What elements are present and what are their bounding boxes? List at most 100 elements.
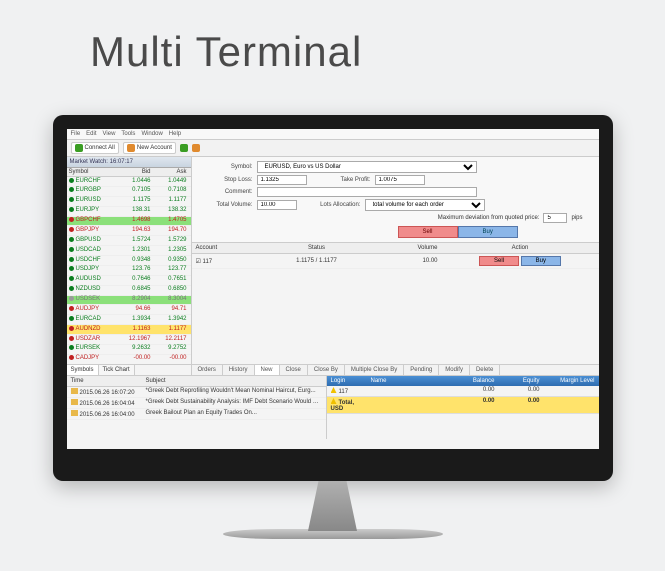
menu-bar: File Edit View Tools Window Help	[67, 129, 599, 140]
col-symbol[interactable]: Symbol	[67, 168, 117, 176]
tab-new[interactable]: New	[255, 365, 280, 375]
symbol-select[interactable]: EURUSD, Euro vs US Dollar	[257, 161, 477, 173]
col-balance[interactable]: Balance	[454, 376, 499, 386]
col-login[interactable]: Login	[327, 376, 367, 386]
lots-select[interactable]: total volume for each order	[365, 199, 485, 211]
account-row[interactable]: 1170.000.00	[327, 386, 599, 397]
menu-edit[interactable]: Edit	[86, 131, 96, 137]
tab-pending[interactable]: Pending	[404, 365, 439, 375]
row-sell-button[interactable]: Sell	[479, 256, 519, 266]
col-margin-level[interactable]: Margin Level	[544, 376, 599, 386]
mw-row-cadjpy[interactable]: CADJPY-00.00-00.00	[67, 355, 191, 364]
col-time[interactable]: Time	[67, 376, 142, 386]
tab-orders[interactable]: Orders	[192, 365, 223, 375]
row-status: 1.1175 / 1.1177	[252, 256, 382, 266]
sell-button[interactable]: Sell	[398, 226, 458, 238]
tab-close[interactable]: Close	[280, 365, 308, 375]
accounts-order-head: Account Status Volume Action	[192, 242, 599, 254]
toolbar-icon-1[interactable]	[180, 144, 188, 152]
mw-row-eursek[interactable]: EURSEK9.26329.2752	[67, 345, 191, 355]
accounts-order-row[interactable]: ☑ 117 1.1175 / 1.1177 10.00 Sell Buy	[192, 254, 599, 269]
row-account: ☑ 117	[192, 256, 252, 267]
mw-row-usdsek[interactable]: USDSEK8.29048.3004	[67, 296, 191, 306]
news-row[interactable]: 2015.06.26 16:07:20*Greek Debt Reprofili…	[67, 387, 326, 398]
market-watch-rows: EURCHF1.04461.0449EURGBP0.71050.7108EURU…	[67, 177, 191, 364]
col-status[interactable]: Status	[252, 243, 382, 253]
mw-row-nzdusd[interactable]: NZDUSD0.68450.6850	[67, 286, 191, 296]
vol-input[interactable]	[257, 200, 297, 210]
col-bid[interactable]: Bid	[117, 168, 153, 176]
comment-label: Comment:	[198, 189, 253, 195]
page-title: Multi Terminal	[0, 0, 665, 76]
mw-row-eurgbp[interactable]: EURGBP0.71050.7108	[67, 187, 191, 197]
mw-tab-tick-chart[interactable]: Tick Chart	[99, 365, 135, 375]
mw-row-eurcad[interactable]: EURCAD1.39341.3942	[67, 315, 191, 325]
col-account[interactable]: Account	[192, 243, 252, 253]
lots-label: Lots Allocation:	[301, 202, 361, 208]
col-action[interactable]: Action	[442, 243, 599, 253]
maxdev-label: Maximum deviation from quoted price:	[438, 215, 540, 221]
order-form: Symbol: EURUSD, Euro vs US Dollar Stop L…	[192, 157, 599, 242]
symbol-label: Symbol:	[198, 164, 253, 170]
mw-row-gbpjpy[interactable]: GBPJPY194.63194.70	[67, 226, 191, 236]
tab-history[interactable]: History	[223, 365, 255, 375]
news-icon	[71, 410, 78, 416]
tp-label: Take Profit:	[311, 177, 371, 183]
tab-delete[interactable]: Delete	[470, 365, 500, 375]
menu-file[interactable]: File	[71, 131, 81, 137]
col-equity[interactable]: Equity	[499, 376, 544, 386]
sl-input[interactable]	[257, 175, 307, 185]
menu-view[interactable]: View	[103, 131, 116, 137]
market-watch-panel: Market Watch: 16:07:17 Symbol Bid Ask EU…	[67, 157, 192, 375]
news-row[interactable]: 2015.06.26 16:04:00Greek Bailout Plan an…	[67, 409, 326, 420]
tab-modify[interactable]: Modify	[439, 365, 470, 375]
app-window: File Edit View Tools Window Help Connect All …	[67, 129, 599, 449]
row-buy-button[interactable]: Buy	[521, 256, 561, 266]
mw-row-audusd[interactable]: AUDUSD0.76460.7651	[67, 276, 191, 286]
mw-row-usdchf[interactable]: USDCHF0.93480.9350	[67, 256, 191, 266]
mw-row-gbpchf[interactable]: GBPCHF1.46981.4705	[67, 217, 191, 227]
monitor-bezel: File Edit View Tools Window Help Connect All …	[53, 115, 613, 481]
tab-multiple-close-by[interactable]: Multiple Close By	[345, 365, 404, 375]
mw-row-usdjpy[interactable]: USDJPY123.76123.77	[67, 266, 191, 276]
toolbar: Connect All New Account	[67, 140, 599, 157]
sl-label: Stop Loss:	[198, 177, 253, 183]
mw-tab-symbols[interactable]: Symbols	[67, 365, 99, 375]
mw-row-eurchf[interactable]: EURCHF1.04461.0449	[67, 177, 191, 187]
buy-button[interactable]: Buy	[458, 226, 518, 238]
col-subject[interactable]: Subject	[142, 376, 326, 386]
row-volume: 10.00	[382, 256, 442, 266]
warn-icon	[331, 387, 337, 393]
new-account-button[interactable]: New Account	[123, 142, 176, 154]
news-row[interactable]: 2015.06.26 16:04:04*Greek Debt Sustainab…	[67, 398, 326, 409]
mw-row-audjpy[interactable]: AUDJPY94.6694.71	[67, 305, 191, 315]
vol-label: Total Volume:	[198, 202, 253, 208]
col-ask[interactable]: Ask	[153, 168, 189, 176]
connect-all-label: Connect All	[85, 145, 115, 151]
accounts-head: Login Name Balance Equity Margin Level	[327, 376, 599, 386]
market-watch-columns: Symbol Bid Ask	[67, 168, 191, 177]
comment-input[interactable]	[257, 187, 477, 197]
menu-tools[interactable]: Tools	[121, 131, 135, 137]
news-head: Time Subject	[67, 376, 326, 387]
mw-row-eurjpy[interactable]: EURJPY138.31138.32	[67, 207, 191, 217]
connect-icon	[75, 144, 83, 152]
mw-row-gbpusd[interactable]: GBPUSD1.57241.5729	[67, 236, 191, 246]
account-row[interactable]: Total, USD0.000.00	[327, 397, 599, 414]
monitor: File Edit View Tools Window Help Connect All …	[53, 115, 613, 539]
tab-close-by[interactable]: Close By	[308, 365, 345, 375]
connect-all-button[interactable]: Connect All	[71, 142, 119, 154]
maxdev-input[interactable]	[543, 213, 567, 223]
mw-row-usdzar[interactable]: USDZAR12.196712.2117	[67, 335, 191, 345]
mw-row-eurusd[interactable]: EURUSD1.11751.1177	[67, 197, 191, 207]
col-volume[interactable]: Volume	[382, 243, 442, 253]
warn-icon	[331, 398, 337, 404]
menu-help[interactable]: Help	[169, 131, 181, 137]
mw-row-usdcad[interactable]: USDCAD1.23011.2305	[67, 246, 191, 256]
mw-row-audnzd[interactable]: AUDNZD1.11631.1177	[67, 325, 191, 335]
market-watch-tabs: SymbolsTick Chart	[67, 364, 191, 375]
menu-window[interactable]: Window	[141, 131, 162, 137]
tp-input[interactable]	[375, 175, 425, 185]
toolbar-icon-2[interactable]	[192, 144, 200, 152]
col-name[interactable]: Name	[367, 376, 454, 386]
